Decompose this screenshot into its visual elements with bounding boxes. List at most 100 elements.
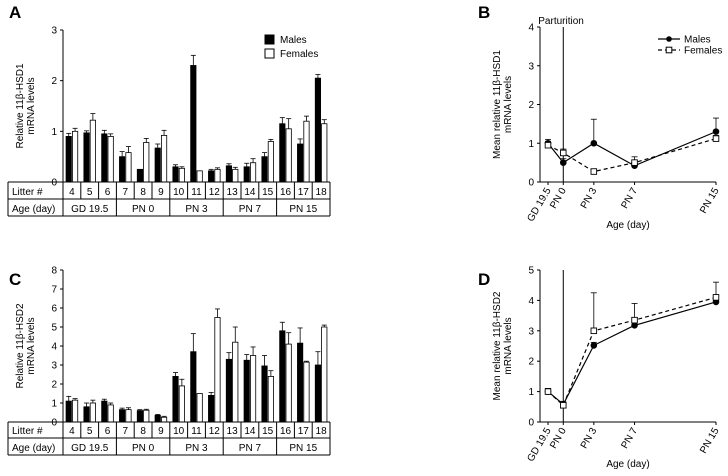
y-tick-label: 1 [528, 139, 534, 150]
male-bar [154, 147, 161, 183]
y-axis-title-line: Relative 11β-HSD1 [15, 63, 26, 148]
male-bar [314, 364, 322, 423]
legend-swatch-males [264, 34, 275, 45]
female-bar [160, 134, 168, 183]
female-bar [232, 341, 239, 423]
table-row-label: Litter # [12, 426, 43, 437]
female-bar [303, 120, 310, 183]
females-point [631, 316, 638, 324]
female-bar [125, 409, 132, 423]
female-bar [107, 135, 114, 183]
table-row-label: Litter # [12, 187, 43, 198]
male-bar [101, 133, 108, 183]
y-axis-title-line: mRNA levels [503, 76, 514, 133]
x-axis-title: Age (day) [606, 220, 649, 231]
male-bar [208, 394, 215, 423]
litter-number: 4 [69, 187, 75, 198]
y-tick-label: 2 [51, 380, 57, 391]
y-axis-title-line: Mean relative 11β-HSD2 [492, 291, 503, 400]
male-bar [243, 359, 250, 423]
male-bar [136, 410, 143, 423]
litter-number: 12 [209, 187, 221, 198]
y-axis-title-line: Relative 11β-HSD2 [15, 303, 26, 388]
females-point [560, 149, 567, 157]
age-group-label: GD 19.5 [71, 204, 109, 215]
females-point [712, 294, 720, 301]
x-tick-label: PN 15 [698, 186, 722, 216]
age-group-label: GD 19.5 [71, 443, 109, 454]
male-bar [83, 132, 90, 183]
y-tick-label: 1 [51, 127, 57, 138]
parturition-label: Parturition [538, 16, 584, 27]
x-tick-label: PN 15 [698, 426, 722, 456]
legend-label-females: Females [280, 49, 318, 60]
x-tick-label: PN 7 [620, 426, 641, 451]
litter-number: 8 [140, 187, 146, 198]
age-group-label: PN 7 [239, 443, 262, 454]
y-axis-title-line: mRNA levels [26, 317, 37, 374]
y-tick-label: 5 [51, 323, 57, 334]
y-tick-label: 2 [528, 357, 534, 368]
female-bar [249, 355, 257, 423]
female-bar [321, 326, 328, 423]
y-tick-label: 3 [528, 61, 534, 72]
male-bar [279, 123, 286, 183]
y-tick-label: 2 [528, 100, 534, 111]
male-bar [83, 406, 90, 423]
male-bar [297, 342, 304, 423]
legend-label-males: Males [684, 35, 711, 46]
litter-number: 4 [69, 426, 75, 437]
litter-number: 12 [209, 426, 221, 437]
y-axis-title-line: mRNA levels [26, 77, 37, 134]
male-bar [65, 400, 72, 423]
panel-letter: C [9, 270, 21, 289]
table-row-label: Age (day) [12, 204, 55, 215]
male-bar [297, 143, 304, 183]
litter-number: 18 [316, 426, 328, 437]
male-bar [172, 375, 179, 423]
y-axis-title: Relative 11β-HSD1mRNA levels [15, 63, 37, 148]
legend-label-females: Females [684, 46, 722, 57]
panel-letter: D [478, 270, 490, 289]
litter-number: 15 [262, 426, 274, 437]
male-bar [65, 135, 72, 183]
females-point [631, 159, 638, 166]
y-tick-label: 0 [51, 178, 57, 189]
female-bar [107, 404, 114, 423]
age-group-label: PN 15 [289, 204, 317, 215]
y-tick-label: 6 [51, 304, 57, 315]
table-row-label: Age (day) [12, 443, 55, 454]
y-tick-label: 1 [528, 387, 534, 398]
legend-marker-males [666, 36, 672, 42]
male-bar [208, 170, 215, 183]
male-bar [119, 409, 126, 423]
females-point [560, 402, 567, 409]
litter-number: 7 [123, 426, 129, 437]
x-tick-label: PN 0 [548, 426, 569, 451]
litter-number: 16 [280, 187, 292, 198]
female-bar [232, 168, 239, 183]
male-bar [154, 414, 161, 423]
female-bar [267, 141, 274, 183]
males-point [590, 139, 598, 147]
female-bar [89, 119, 96, 183]
y-tick-label: 4 [528, 296, 534, 307]
x-tick-label: PN 3 [579, 426, 600, 451]
legend-marker-females [665, 46, 673, 54]
female-bar [178, 385, 185, 423]
female-bar [267, 375, 274, 423]
female-bar [72, 399, 79, 423]
females-point [712, 135, 720, 142]
litter-number: 6 [105, 426, 111, 437]
male-bar [261, 156, 268, 183]
age-group-label: PN 3 [185, 204, 208, 215]
female-bar [196, 170, 203, 183]
y-axis-title: Relative 11β-HSD2mRNA levels [15, 303, 37, 388]
female-bar [321, 123, 328, 183]
males-point [712, 128, 720, 135]
female-bar [89, 402, 96, 423]
male-bar [119, 156, 126, 183]
litter-number: 11 [191, 426, 202, 437]
